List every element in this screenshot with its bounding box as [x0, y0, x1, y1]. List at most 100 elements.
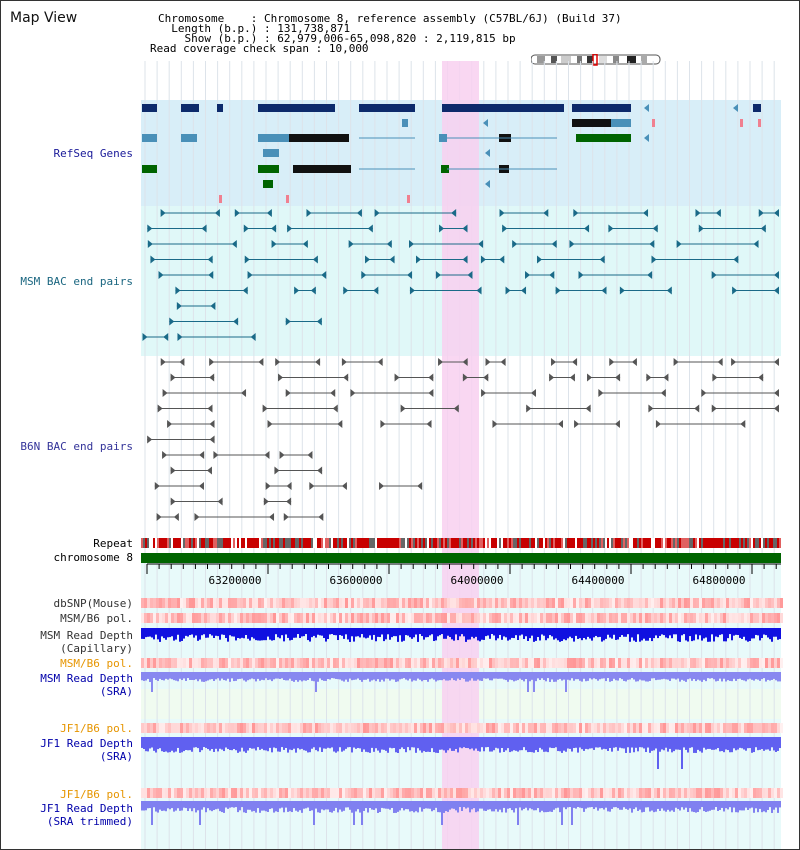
jf1-depth-sra-bar: [479, 737, 481, 752]
msm-b6-pol-cell: [324, 613, 327, 623]
msm-depth-sra-bar: [231, 672, 233, 679]
msm-bac-pair-end: [271, 240, 277, 248]
msm-depth-cap-bar: [441, 628, 443, 635]
msm-depth-cap-bar: [285, 628, 287, 635]
msm-b6-pol-sra-cell: [696, 658, 699, 668]
msm-depth-sra-bar: [715, 672, 717, 682]
msm-b6-pol-cell: [678, 613, 681, 623]
jf1-depth-trim-bar: [397, 801, 399, 812]
chromosome-ideogram[interactable]: [531, 54, 661, 66]
msm-bac-pair-end: [499, 255, 505, 264]
msm-depth-cap-bar: [735, 628, 737, 635]
msm-depth-cap-bar: [609, 628, 611, 638]
msm-b6-pol-sra-cell: [309, 658, 312, 668]
msm-depth-sra-bar: [463, 672, 465, 679]
dbsnp-cell: [705, 598, 708, 608]
dbsnp-cell: [294, 598, 297, 608]
track-label-jf1-b6-pol-2[interactable]: JF1/B6 pol.: [60, 788, 133, 801]
msm-depth-sra-bar: [211, 672, 213, 680]
jf1-b6-pol-2-cell: [528, 788, 531, 798]
msm-b6-pol-cell: [165, 613, 168, 623]
jf1-b6-pol-2-cell: [414, 788, 417, 798]
track-label-msm-b6-pol-sra[interactable]: MSM/B6 pol.: [60, 657, 133, 670]
jf1-depth-sra-bar: [615, 737, 617, 748]
jf1-depth-sra-bar: [327, 737, 329, 748]
repeat-cell: [275, 538, 277, 548]
repeat-cell: [445, 538, 447, 548]
track-label-chromosome[interactable]: chromosome 8: [53, 551, 133, 564]
track-label-jf1-depth-trimmed[interactable]: JF1 Read Depth: [40, 802, 133, 815]
track-label-dbsnp[interactable]: dbSNP(Mouse): [53, 597, 133, 610]
jf1-depth-trim-bar: [463, 801, 465, 808]
jf1-b6-pol-2-cell: [243, 788, 246, 798]
msm-depth-cap-bar: [407, 628, 409, 636]
msm-b6-pol-sra-cell: [387, 658, 390, 668]
repeat-cell: [147, 538, 149, 548]
jf1-b6-pol-cell: [444, 723, 447, 733]
repeat-cell: [741, 538, 743, 548]
jf1-depth-trim-bar: [243, 801, 245, 813]
msm-depth-sra-bar: [443, 672, 445, 680]
track-label-msm-depth-capillary[interactable]: MSM Read Depth: [40, 629, 133, 642]
track-label-msm-b6-pol[interactable]: MSM/B6 pol.: [60, 612, 133, 625]
msm-depth-sra-bar: [665, 672, 667, 680]
msm-depth-cap-bar: [553, 628, 555, 640]
jf1-b6-pol-cell: [531, 723, 534, 733]
msm-depth-cap-bar: [465, 628, 467, 642]
repeat-cell: [289, 538, 291, 548]
jf1-depth-trim-bar: [271, 801, 273, 809]
msm-b6-pol-sra-cell: [327, 658, 330, 668]
msm-depth-cap-bar: [737, 628, 739, 635]
repeat-cell: [171, 538, 173, 548]
jf1-depth-trim-bar: [661, 801, 663, 809]
jf1-b6-pol-2-cell: [552, 788, 555, 798]
repeat-cell: [179, 538, 181, 548]
track-label-msm-bac[interactable]: MSM BAC end pairs: [20, 275, 133, 288]
msm-b6-pol-sra-cell: [720, 658, 723, 668]
msm-depth-cap-bar: [647, 628, 649, 641]
msm-depth-sra-bar: [771, 672, 773, 680]
msm-depth-sra-bar: [179, 672, 181, 679]
msm-depth-sra-bar: [321, 672, 323, 681]
msm-b6-pol-sra-cell: [723, 658, 726, 668]
jf1-b6-pol-2-cell: [555, 788, 558, 798]
jf1-b6-pol-2-cell: [276, 788, 279, 798]
dbsnp-cell: [237, 598, 240, 608]
dbsnp-cell: [663, 598, 666, 608]
jf1-depth-trim-bar: [531, 801, 533, 810]
track-label-jf1-depth-sra[interactable]: JF1 Read Depth: [40, 737, 133, 750]
jf1-depth-trim-bar: [647, 801, 649, 808]
msm-depth-cap-bar: [179, 628, 181, 642]
jf1-depth-sra-bar: [513, 737, 515, 751]
jf1-b6-pol-cell: [255, 723, 258, 733]
msm-depth-sra-bar: [679, 672, 681, 682]
msm-bac-pair-end: [150, 255, 156, 264]
track-label-msm-depth-sra[interactable]: MSM Read Depth: [40, 672, 133, 685]
track-label-b6n-bac[interactable]: B6N BAC end pairs: [20, 440, 133, 453]
track-label-refseq[interactable]: RefSeq Genes: [53, 147, 133, 160]
jf1-depth-trim-bar: [325, 801, 327, 810]
jf1-b6-pol-cell: [198, 723, 201, 733]
track-label-repeat[interactable]: Repeat: [93, 537, 133, 550]
jf1-depth-sra-bar: [371, 737, 373, 748]
msm-depth-cap-bar: [571, 628, 573, 639]
jf1-depth-trim-bar: [715, 801, 717, 808]
msm-b6-pol-sra-cell: [753, 658, 756, 668]
jf1-depth-sra-bar: [725, 737, 727, 750]
jf1-depth-sra-bar: [239, 737, 241, 752]
jf1-depth-sra-bar: [761, 737, 763, 750]
msm-depth-sra-bar: [697, 672, 699, 680]
jf1-depth-sra-bar: [335, 737, 337, 753]
jf1-depth-sra-bar: [569, 737, 571, 749]
repeat-cell: [613, 538, 615, 548]
msm-b6-pol-cell: [738, 613, 741, 623]
jf1-b6-pol-2-cell: [645, 788, 648, 798]
msm-depth-cap-bar: [757, 628, 759, 636]
jf1-depth-sra-bar: [411, 737, 413, 748]
track-label-jf1-b6-pol[interactable]: JF1/B6 pol.: [60, 722, 133, 735]
msm-depth-cap-bar: [717, 628, 719, 638]
jf1-depth-trim-bar: [361, 801, 363, 825]
jf1-depth-sra-bar: [591, 737, 593, 749]
msm-b6-pol-sra-cell: [204, 658, 207, 668]
